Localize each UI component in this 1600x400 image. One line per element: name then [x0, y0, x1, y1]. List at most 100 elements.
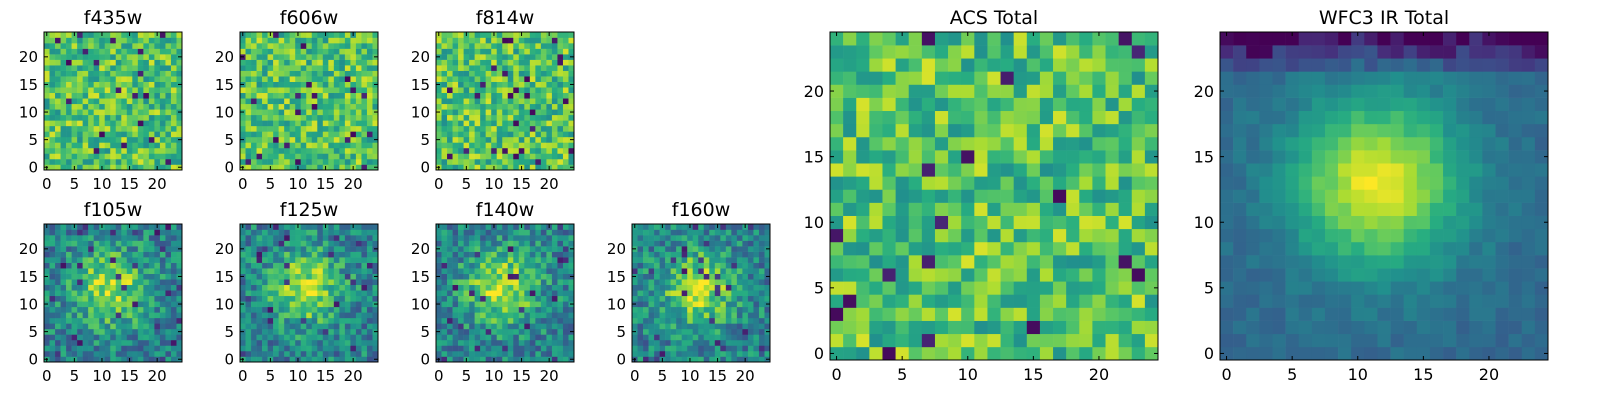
heatmap-cell [88, 328, 94, 335]
heatmap-cell [126, 350, 133, 357]
heatmap-cell [93, 114, 100, 121]
heatmap-cell [256, 125, 263, 132]
heatmap-cell [267, 268, 274, 274]
heatmap-cell [110, 87, 117, 94]
heatmap-cell [82, 356, 89, 363]
heatmap-cell [154, 43, 161, 49]
heatmap-cell [366, 164, 373, 171]
heatmap-cell [681, 273, 688, 280]
heatmap-cell [681, 334, 688, 341]
heatmap-cell [518, 147, 525, 154]
heatmap-cell [709, 224, 716, 230]
heatmap-cell [480, 32, 486, 38]
heatmap-cell [742, 323, 749, 330]
heatmap-cell [256, 98, 263, 105]
heatmap-cell [350, 142, 357, 149]
heatmap-cell [480, 81, 486, 88]
heatmap-cell [311, 136, 318, 143]
heatmap-cell [267, 273, 274, 280]
heatmap-cell [93, 279, 100, 286]
heatmap-cell [529, 334, 536, 341]
heatmap-cell [491, 142, 498, 149]
heatmap-cell [452, 306, 459, 313]
heatmap-cell [339, 268, 346, 274]
heatmap-cell [513, 54, 520, 60]
heatmap-cell [267, 334, 274, 341]
heatmap-cell [513, 284, 520, 291]
heatmap-cell [731, 323, 738, 330]
heatmap-cell [1026, 281, 1041, 295]
heatmap-cell [447, 262, 453, 269]
heatmap-cell [55, 251, 61, 258]
heatmap-cell [339, 114, 346, 121]
heatmap-cell [339, 43, 346, 49]
heatmap-cell [355, 284, 362, 291]
heatmap-cell [659, 312, 666, 319]
heatmap-cell [458, 114, 464, 121]
heatmap-cell [88, 317, 94, 324]
heatmap-cell [278, 257, 285, 263]
heatmap-cell [251, 48, 257, 55]
heatmap-cell [463, 70, 470, 77]
heatmap-cell [540, 262, 547, 269]
heatmap-cell [1079, 163, 1093, 177]
heatmap-cell [77, 142, 83, 149]
heatmap-cell [137, 240, 144, 247]
heatmap-cell [725, 224, 732, 230]
heatmap-cell [137, 136, 144, 143]
heatmap-cell [311, 224, 318, 230]
heatmap-cell [546, 76, 553, 82]
heatmap-cell [126, 153, 133, 160]
heatmap-cell [99, 229, 106, 236]
heatmap-cell [137, 339, 144, 346]
heatmap-cell [529, 273, 536, 280]
heatmap-cell [256, 240, 263, 247]
heatmap-cell [121, 81, 128, 88]
heatmap-cell [328, 279, 335, 286]
heatmap-cell [731, 257, 738, 263]
heatmap-cell [366, 158, 373, 165]
heatmap-cell [328, 98, 335, 105]
heatmap-cell [99, 251, 106, 258]
heatmap-cell [632, 317, 638, 324]
heatmap-cell [170, 59, 177, 66]
heatmap-cell [665, 224, 671, 230]
heatmap-cell [137, 147, 144, 154]
heatmap-cell [474, 65, 481, 71]
heatmap-cell [758, 290, 765, 297]
y-tick-label: 0 [420, 351, 430, 369]
heatmap-cell [289, 356, 296, 363]
heatmap-cell [518, 48, 525, 55]
heatmap-cell [458, 65, 464, 71]
heatmap-cell [934, 228, 949, 243]
panel-title: f814w [476, 7, 535, 29]
heatmap-cell [507, 229, 514, 236]
heatmap-cell [698, 290, 705, 297]
heatmap-cell [562, 257, 569, 263]
heatmap-cell [361, 323, 368, 330]
heatmap-cell [491, 262, 498, 269]
heatmap-cell [99, 273, 106, 280]
heatmap-cell [562, 284, 569, 291]
heatmap-cell [568, 32, 575, 38]
heatmap-cell [480, 131, 486, 138]
heatmap-cell [513, 290, 520, 297]
heatmap-cell [568, 295, 575, 302]
panel-title: f140w [476, 199, 535, 221]
heatmap-cell [485, 92, 492, 99]
heatmap-cell [361, 290, 368, 297]
heatmap-cell [77, 147, 83, 154]
heatmap-cell [322, 345, 329, 352]
heatmap-cell [535, 284, 542, 291]
heatmap-cell [148, 153, 155, 160]
heatmap-cell [654, 268, 660, 274]
heatmap-cell [524, 114, 531, 121]
heatmap-cell [714, 334, 721, 341]
heatmap-cell [725, 257, 732, 263]
heatmap-cell [568, 114, 575, 121]
heatmap-cell [496, 356, 503, 363]
heatmap-cell [289, 257, 296, 263]
x-tick-label: 0 [630, 367, 640, 385]
heatmap-cell [344, 65, 351, 71]
heatmap-cell [170, 81, 177, 88]
